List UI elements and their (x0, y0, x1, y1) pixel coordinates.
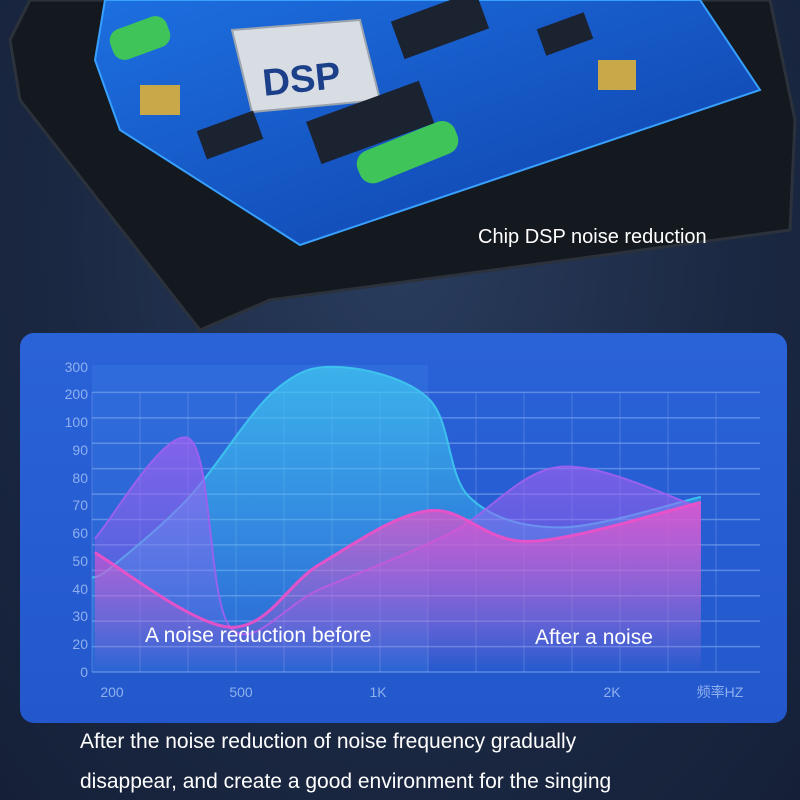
noise-chart: 0 20 30 40 50 60 70 80 90 100 200 300 200 500 1K 2K 频率HZ (65, 359, 760, 700)
capacitor (356, 120, 459, 184)
pcb-illustration: DSP (8, 0, 797, 332)
y-tick-label: 20 (72, 636, 88, 652)
chip (196, 110, 264, 160)
series-area-2 (94, 502, 701, 672)
description-line-2: disappear, and create a good environment… (80, 770, 612, 793)
chip (536, 12, 594, 56)
x-tick-label: 2K (603, 684, 621, 700)
description-line-1: After the noise reduction of noise frequ… (80, 730, 577, 753)
gold-pad (140, 85, 180, 115)
dsp-chip: DSP (230, 18, 382, 114)
chip-caption: Chip DSP noise reduction (478, 226, 707, 248)
x-tick-label: 200 (100, 684, 124, 700)
y-tick-label: 80 (72, 470, 88, 486)
x-tick-label: 1K (369, 684, 387, 700)
dsp-chip-label: DSP (261, 55, 343, 105)
capacitor (109, 16, 171, 60)
y-tick-label: 300 (65, 359, 89, 375)
chip (390, 0, 490, 60)
y-tick-label: 40 (72, 581, 88, 597)
x-tick-label: 500 (229, 684, 253, 700)
chart-panel: 0 20 30 40 50 60 70 80 90 100 200 300 200 500 1K 2K 频率HZ… (20, 333, 787, 723)
y-tick-label: 0 (80, 664, 88, 680)
annotation-after: After a noise (535, 626, 653, 649)
x-axis-label: 频率HZ (697, 684, 744, 700)
y-tick-label: 60 (72, 525, 88, 541)
y-tick-label: 90 (72, 442, 88, 458)
y-tick-label: 50 (72, 553, 88, 569)
series-line-2 (94, 500, 702, 629)
y-tick-label: 30 (72, 608, 88, 624)
gold-pad (598, 60, 636, 90)
y-tick-label: 200 (65, 386, 89, 402)
y-tick-label: 70 (72, 497, 88, 513)
annotation-before: A noise reduction before (145, 624, 372, 647)
y-tick-label: 100 (65, 414, 89, 430)
chip (306, 80, 435, 165)
